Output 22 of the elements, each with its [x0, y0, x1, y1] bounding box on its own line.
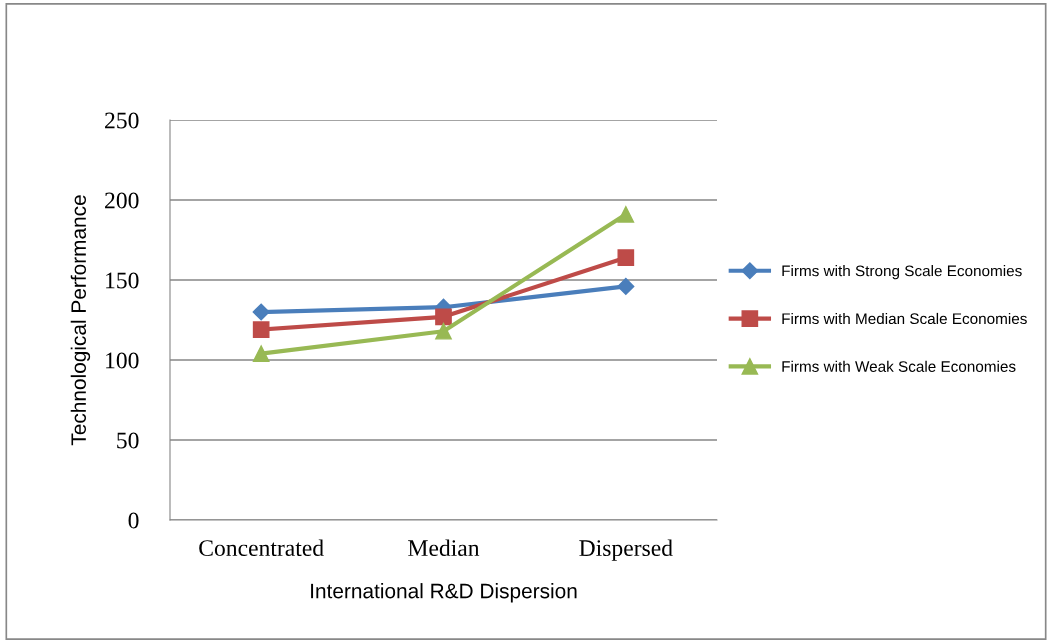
legend-label: Firms with Median Scale Economies [782, 312, 1027, 325]
point [252, 345, 270, 362]
point [617, 249, 635, 266]
x-tick-label: Concentrated [199, 539, 324, 557]
y-axis-title: Technological Performance [70, 195, 91, 446]
y-tick-label: 250 [105, 112, 139, 129]
point [252, 321, 270, 338]
point [435, 322, 452, 340]
point [252, 303, 270, 321]
point [617, 277, 635, 295]
y-tick-label: 150 [106, 272, 139, 289]
legend-label: Firms with Weak Scale Economies [782, 360, 1016, 372]
y-tick-label: 0 [128, 512, 139, 529]
y-tick-label: 50 [117, 432, 139, 449]
point [617, 206, 635, 223]
x-tick-label: Dispersed [579, 539, 673, 561]
y-tick-label: 100 [106, 352, 139, 369]
x-tick-label: Median [408, 539, 480, 557]
x-axis-title: International R&D Dispersion [311, 583, 577, 603]
point [435, 308, 452, 326]
y-tick-label: 200 [105, 192, 139, 209]
legend-label: Firms with Strong Scale Economies [782, 265, 1022, 280]
